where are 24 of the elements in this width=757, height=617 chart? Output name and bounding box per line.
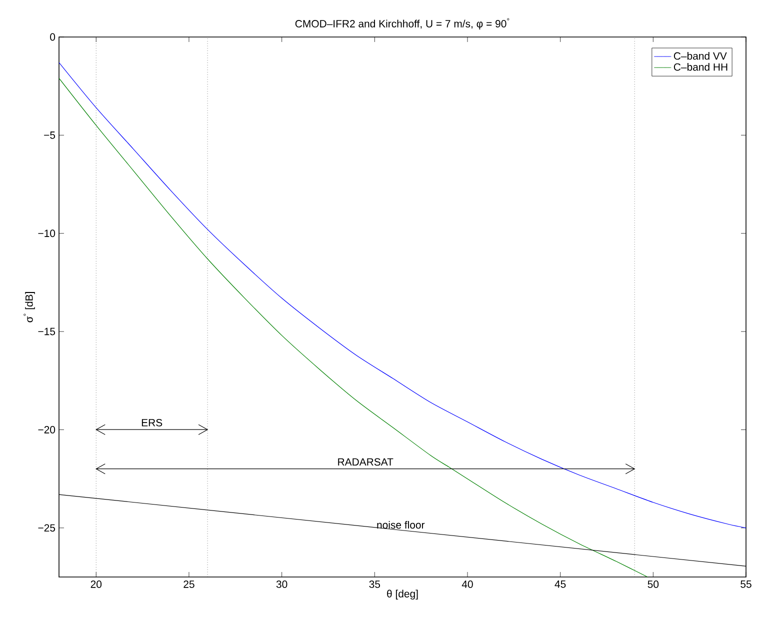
y-tick-label: −15 (38, 328, 56, 336)
y-tick-label: −5 (44, 132, 56, 139)
y-axis-title: σ$^{°}$ [dB] (24, 292, 35, 322)
y-tick-label: 0 (50, 33, 56, 41)
x-tick-label: 20 (90, 580, 102, 588)
line-series (59, 62, 746, 528)
legend-label: C–band VV (674, 52, 727, 60)
x-tick-label: 55 (740, 580, 752, 588)
line-series (59, 78, 648, 577)
x-tick-label: 50 (648, 580, 659, 588)
annotation: noise floor (377, 520, 425, 529)
chart-title: CMOD–IFR2 and Kirchhoff, U = 7 m/s, φ = 90$^{°}$ (295, 18, 510, 30)
x-tick-label: 30 (276, 580, 288, 588)
y-tick-label: −10 (38, 230, 56, 238)
y-tick-label: −20 (38, 426, 56, 434)
x-tick-label: 45 (554, 580, 566, 588)
x-tick-label: 35 (369, 580, 380, 588)
y-tick-label: −25 (38, 524, 56, 532)
x-tick-label: 25 (184, 580, 194, 588)
annotation: ERS (142, 418, 162, 426)
x-axis-title: θ [deg] (387, 590, 418, 600)
x-tick-label: 40 (462, 580, 473, 588)
annotation: RADARSAT (338, 458, 394, 466)
legend-label: C–band HH (674, 63, 728, 71)
